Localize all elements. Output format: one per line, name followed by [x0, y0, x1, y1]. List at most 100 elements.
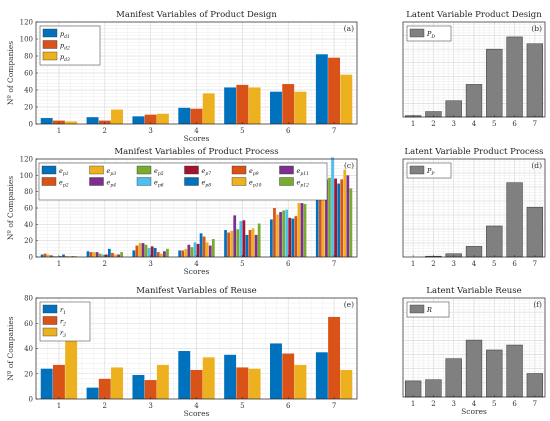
x-tick-label: 5: [492, 120, 496, 128]
bar-ep5-cat3: [144, 244, 148, 257]
bar-ep9-cat3: [156, 252, 160, 257]
x-tick-label: 6: [512, 260, 517, 268]
bar-ep5-cat1: [52, 256, 56, 257]
bar-ep11-cat2: [117, 254, 120, 257]
bar-PD-cat5: [486, 48, 503, 118]
legend: R: [406, 301, 450, 318]
x-tick-label: 3: [148, 260, 152, 268]
legend-swatch: [184, 177, 199, 186]
y-tick-label: 60: [24, 205, 33, 213]
bar-ep12-cat5: [257, 223, 261, 257]
bar-ep11-cat5: [254, 234, 258, 257]
bar-ep2-cat5: [227, 232, 230, 257]
bar-R-cat1: [404, 380, 422, 398]
legend-label: ep7: [202, 167, 212, 177]
panel-f: 1 2 3 4 5 6 7 Latent Variable Reuse (f) Scores R: [402, 286, 546, 416]
x-tick-label: 7: [533, 120, 537, 128]
bar-ep7-cat1: [59, 256, 62, 257]
legend-label: PD: [426, 30, 435, 40]
bar-r1-cat2: [86, 387, 99, 399]
bar-pd1-cat5: [224, 87, 237, 124]
bar-ep8-cat6: [291, 218, 295, 257]
x-axis-label: Scores: [184, 134, 210, 143]
legend-label: PP: [426, 167, 435, 177]
x-tick-label: 1: [57, 402, 61, 410]
y-tick-label: 120: [20, 19, 33, 27]
chart-title: Manifest Variables of Reuse: [136, 286, 256, 296]
bar-pd3-cat3: [156, 113, 169, 124]
bar-ep12-cat6: [303, 203, 307, 257]
bar-ep11-cat4: [208, 245, 212, 257]
legend-label: ep10: [249, 179, 262, 189]
bar-ep3-cat7: [321, 178, 325, 257]
y-tick-label: 80: [24, 295, 33, 303]
bar-ep7-cat6: [288, 217, 292, 257]
bar-ep8-cat3: [153, 248, 157, 257]
bar-pd3-cat6: [294, 91, 307, 124]
bar-PD-cat7: [526, 43, 544, 118]
legend-swatch: [279, 177, 294, 186]
x-tick-label: 4: [194, 127, 199, 135]
bar-PD-cat3: [445, 100, 462, 118]
x-tick-label: 4: [472, 120, 477, 128]
chart-title: Latent Variable Product Design: [406, 10, 542, 20]
bar-ep5-cat5: [236, 229, 240, 257]
legend-label: ep9: [249, 167, 259, 177]
bar-ep11-cat1: [71, 256, 75, 257]
bar-pd2-cat6: [282, 84, 295, 124]
x-tick-label: 4: [472, 260, 477, 268]
legend-label: ep4: [107, 179, 117, 189]
x-tick-label: 7: [533, 400, 537, 408]
legend-label: pd3: [60, 53, 70, 63]
x-tick-label: 1: [411, 120, 415, 128]
x-tick-label: 6: [512, 400, 517, 408]
legend-swatch: [184, 165, 199, 175]
x-tick-label: 6: [286, 127, 291, 135]
bar-ep10-cat1: [68, 256, 72, 257]
bar-ep3-cat1: [46, 254, 50, 257]
bar-ep4-cat6: [279, 212, 282, 257]
panel-label: (b): [531, 24, 542, 33]
x-axis-label: Scores: [461, 407, 487, 416]
bar-ep2-cat4: [181, 250, 185, 257]
bar-ep9-cat5: [248, 230, 252, 257]
bar-pd3-cat1: [65, 121, 78, 124]
x-tick-label: 7: [332, 402, 336, 410]
bar-ep1-cat4: [178, 250, 182, 257]
bar-ep12-cat7: [349, 188, 353, 257]
bar-r2-cat3: [144, 380, 157, 399]
legend-label: ep3: [107, 167, 117, 177]
x-tick-label: 6: [286, 402, 291, 410]
bar-ep5-cat7: [328, 177, 331, 257]
bar-ep1-cat3: [132, 250, 136, 257]
bar-r2-cat2: [98, 378, 111, 399]
panel-e: 1 2 3 4 5 6 7 0 20 40 60 80 Manifest Variables of Re…: [6, 286, 358, 418]
y-tick-label: 100: [20, 36, 33, 44]
bar-ep7-cat3: [150, 246, 154, 257]
legend-swatch: [42, 40, 58, 49]
x-tick-label: 2: [431, 260, 435, 268]
legend-box: [38, 162, 328, 201]
bar-ep3-cat3: [138, 243, 142, 257]
bar-r2-cat5: [236, 367, 249, 399]
legend: ep1 ep2 ep3 ep4 ep5 ep6 ep7 ep8 ep9 ep10 ep11 ep12: [38, 162, 328, 201]
y-tick-label: 0: [29, 121, 33, 129]
legend-swatch: [42, 51, 58, 61]
y-axis-label: Nº of Companies: [6, 41, 15, 105]
legend-swatch: [42, 28, 58, 38]
bar-ep4-cat2: [95, 252, 99, 257]
panel-label: (a): [344, 24, 354, 33]
bar-r1-cat1: [40, 368, 53, 399]
bar-ep6-cat6: [285, 209, 289, 257]
bar-r1-cat5: [224, 354, 237, 399]
bar-ep9-cat1: [65, 256, 68, 257]
bar-PD-cat6: [506, 36, 523, 118]
legend-swatch: [279, 165, 294, 175]
bar-ep8-cat7: [337, 183, 341, 257]
bar-ep3-cat4: [184, 248, 188, 257]
legend-label: ep2: [59, 179, 69, 189]
x-tick-label: 4: [194, 260, 199, 268]
bar-R-cat7: [526, 373, 544, 398]
bar-ep1-cat6: [270, 219, 273, 257]
legend-label: ep8: [202, 179, 212, 189]
